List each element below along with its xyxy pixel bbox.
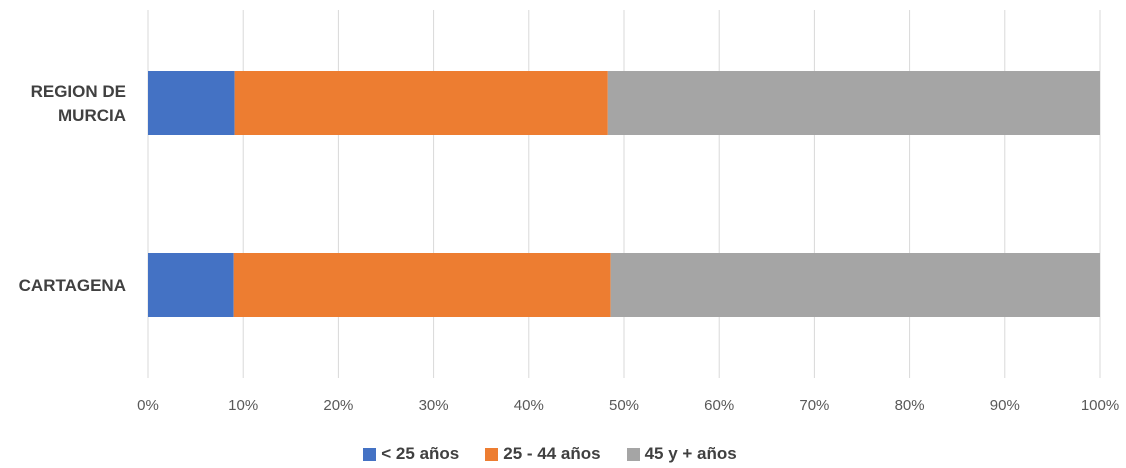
- bar-segment: [234, 71, 608, 135]
- bar-segment: [233, 253, 611, 317]
- stacked-bar-chart: REGION DE MURCIA CARTAGENA 0% 10% 20% 30% 40% 5…: [19, 10, 1119, 414]
- x-tick-label: 50%: [609, 397, 639, 414]
- category-label: REGION DE: [31, 82, 126, 101]
- x-tick-label: 20%: [323, 397, 353, 414]
- gridlines: [147, 10, 1101, 378]
- x-tick-label: 40%: [514, 397, 544, 414]
- category-label: MURCIA: [58, 106, 126, 125]
- legend-item-under-25: < 25 años: [363, 444, 459, 464]
- x-tick-label: 0%: [137, 397, 159, 414]
- bar-segment: [610, 253, 1100, 317]
- legend-item-25-44: 25 - 44 años: [485, 444, 601, 464]
- legend-swatch-45-plus: [626, 447, 640, 461]
- legend-label-25-44: 25 - 44 años: [503, 444, 601, 463]
- category-label: CARTAGENA: [19, 276, 126, 295]
- x-tick-label: 70%: [799, 397, 829, 414]
- bar-segment: [148, 71, 235, 135]
- x-tick-label: 30%: [419, 397, 449, 414]
- legend-label-45-plus: 45 y + años: [644, 444, 737, 463]
- x-tick-label: 90%: [990, 397, 1020, 414]
- legend-label-under-25: < 25 años: [381, 444, 460, 463]
- x-tick-label: 80%: [895, 397, 925, 414]
- bars: [148, 71, 1100, 317]
- x-tick-label: 60%: [704, 397, 734, 414]
- bar-segment: [607, 71, 1100, 135]
- legend-swatch-under-25: [363, 447, 377, 461]
- x-tick-label: 100%: [1081, 397, 1119, 414]
- x-tick-labels: 0% 10% 20% 30% 40% 50% 60% 70% 80% 90% 100%: [137, 397, 1119, 414]
- legend-item-45-plus: 45 y + años: [626, 444, 737, 464]
- legend-swatch-25-44: [485, 447, 499, 461]
- legend: < 25 años 25 - 44 años 45 y + años: [0, 444, 1100, 464]
- bar-segment: [148, 253, 234, 317]
- x-tick-label: 10%: [228, 397, 258, 414]
- category-labels: REGION DE MURCIA CARTAGENA: [19, 82, 126, 295]
